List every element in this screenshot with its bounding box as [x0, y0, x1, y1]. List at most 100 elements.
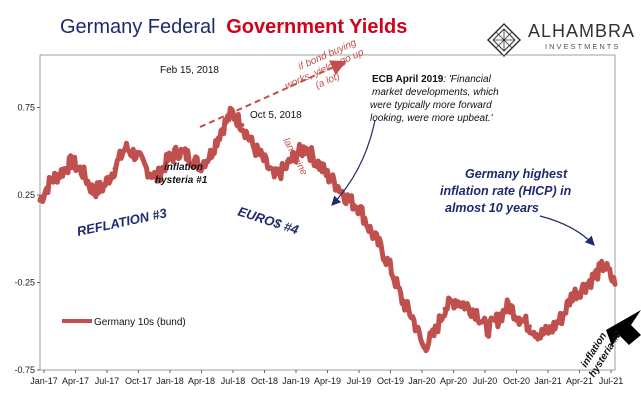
data-point: [378, 245, 383, 250]
data-point: [421, 345, 426, 350]
infl1-line-1: inflation: [164, 162, 203, 173]
x-tick-label: Jan-17: [30, 376, 58, 386]
annotation-ecb: ECB April 2019: 'Financial market develo…: [370, 74, 499, 124]
x-tick-label: Apr-20: [440, 376, 467, 386]
annotation-reflation: REFLATION #3: [76, 205, 169, 239]
annotation-oct5: Oct 5, 2018: [250, 110, 302, 121]
data-point: [325, 173, 330, 178]
x-tick-label: Oct-17: [125, 376, 152, 386]
hicp-line-2: inflation rate (HICP) in: [440, 184, 572, 198]
data-point: [591, 275, 596, 280]
x-tick-label: Oct-18: [251, 376, 278, 386]
data-point: [410, 315, 415, 320]
series-layer: [37, 105, 618, 354]
data-point: [517, 315, 522, 320]
chart-title: Germany Federal Government Yields: [60, 16, 407, 38]
ecb-line-1: ECB April 2019: 'Financial: [372, 74, 492, 85]
data-point: [197, 163, 202, 168]
title-part-1: Germany Federal: [60, 16, 216, 38]
series-line: [37, 105, 618, 354]
hicp-line-3: almost 10 years: [445, 201, 539, 215]
infl1-line-2: hysteria #1: [155, 175, 208, 186]
x-tick-label: Jul-20: [473, 376, 498, 386]
data-point: [432, 333, 436, 337]
ecb-bold: ECB April 2019: [372, 74, 444, 85]
data-point: [69, 159, 74, 164]
y-axis: 0.75 0.25 -0.25 -0.75: [14, 103, 40, 375]
ecb-line-3: were typically more forward: [370, 100, 492, 111]
ecb-line-2: market developments, which: [372, 87, 499, 98]
data-point: [357, 205, 362, 210]
hicp-line-1: Germany highest: [465, 167, 568, 181]
annotation-landmine: landmine: [280, 136, 309, 177]
data-point: [112, 166, 117, 171]
data-point: [474, 310, 479, 315]
data-point: [261, 158, 266, 162]
data-point: [495, 317, 500, 322]
data-point: [251, 144, 255, 148]
data-point: [559, 315, 564, 320]
y-tick-label: -0.25: [14, 278, 35, 288]
x-tick-label: Oct-20: [503, 376, 530, 386]
data-point: [101, 184, 106, 189]
data-point: [144, 166, 149, 171]
ecb-text-1: : 'Financial: [443, 74, 491, 85]
data-point: [59, 170, 64, 175]
data-point: [613, 282, 617, 287]
data-point: [304, 145, 309, 150]
data-point: [485, 327, 490, 332]
annotation-bond-buying: if bond buying works, yields go up (a lo…: [283, 37, 366, 92]
data-point: [282, 166, 287, 171]
data-point: [527, 324, 532, 329]
y-tick-label: 0.75: [17, 103, 35, 113]
data-point: [91, 189, 96, 194]
data-point: [80, 170, 85, 175]
data-point: [208, 152, 213, 157]
corner-arrow-icon: [606, 310, 641, 346]
legend-label: Germany 10s (bund): [94, 317, 186, 328]
x-axis: Jan-17 Apr-17 Jul-17 Oct-17 Jan-18 Apr-18 Jul-…: [30, 370, 623, 386]
data-point: [187, 154, 192, 159]
data-point: [570, 292, 575, 297]
data-point: [38, 198, 42, 203]
data-point: [368, 228, 373, 232]
data-point: [549, 327, 554, 332]
data-point: [293, 152, 298, 157]
annotation-inflation-hysteria-2: inflation hysteria #2: [579, 329, 624, 380]
annotation-euros: EURO$ #4: [236, 204, 301, 238]
x-tick-label: Apr-17: [62, 376, 89, 386]
x-tick-label: Jan-18: [156, 376, 184, 386]
data-point: [538, 333, 543, 337]
data-point: [453, 298, 458, 302]
data-point: [346, 198, 351, 203]
ecb-line-4: looking, were more upbeat.': [370, 113, 494, 124]
data-point: [165, 158, 170, 162]
x-tick-label: Jan-21: [534, 376, 562, 386]
data-point: [506, 303, 511, 308]
annotation-inflation-hysteria-1: inflation hysteria #1: [155, 162, 208, 186]
data-point: [602, 263, 607, 267]
y-tick-label: 0.25: [17, 190, 35, 200]
data-point: [272, 175, 277, 180]
data-point: [155, 175, 160, 180]
data-point: [240, 123, 245, 127]
x-tick-label: Jul-21: [599, 376, 624, 386]
x-tick-label: Apr-19: [314, 376, 341, 386]
data-point: [463, 303, 468, 308]
title-part-2: Government Yields: [226, 16, 407, 38]
data-point: [123, 145, 128, 150]
x-tick-label: Jul-18: [221, 376, 246, 386]
data-point: [133, 152, 138, 157]
x-tick-label: Jan-19: [282, 376, 310, 386]
y-tick-label: -0.75: [14, 365, 35, 375]
ecb-arrow: [331, 119, 376, 206]
x-tick-label: Jul-17: [95, 376, 120, 386]
logo-emblem-icon: [486, 22, 522, 58]
x-tick-label: Apr-21: [566, 376, 593, 386]
hicp-arrow: [539, 215, 595, 246]
x-tick-label: Apr-18: [188, 376, 215, 386]
x-tick-label: Oct-19: [377, 376, 404, 386]
data-point: [389, 268, 394, 273]
